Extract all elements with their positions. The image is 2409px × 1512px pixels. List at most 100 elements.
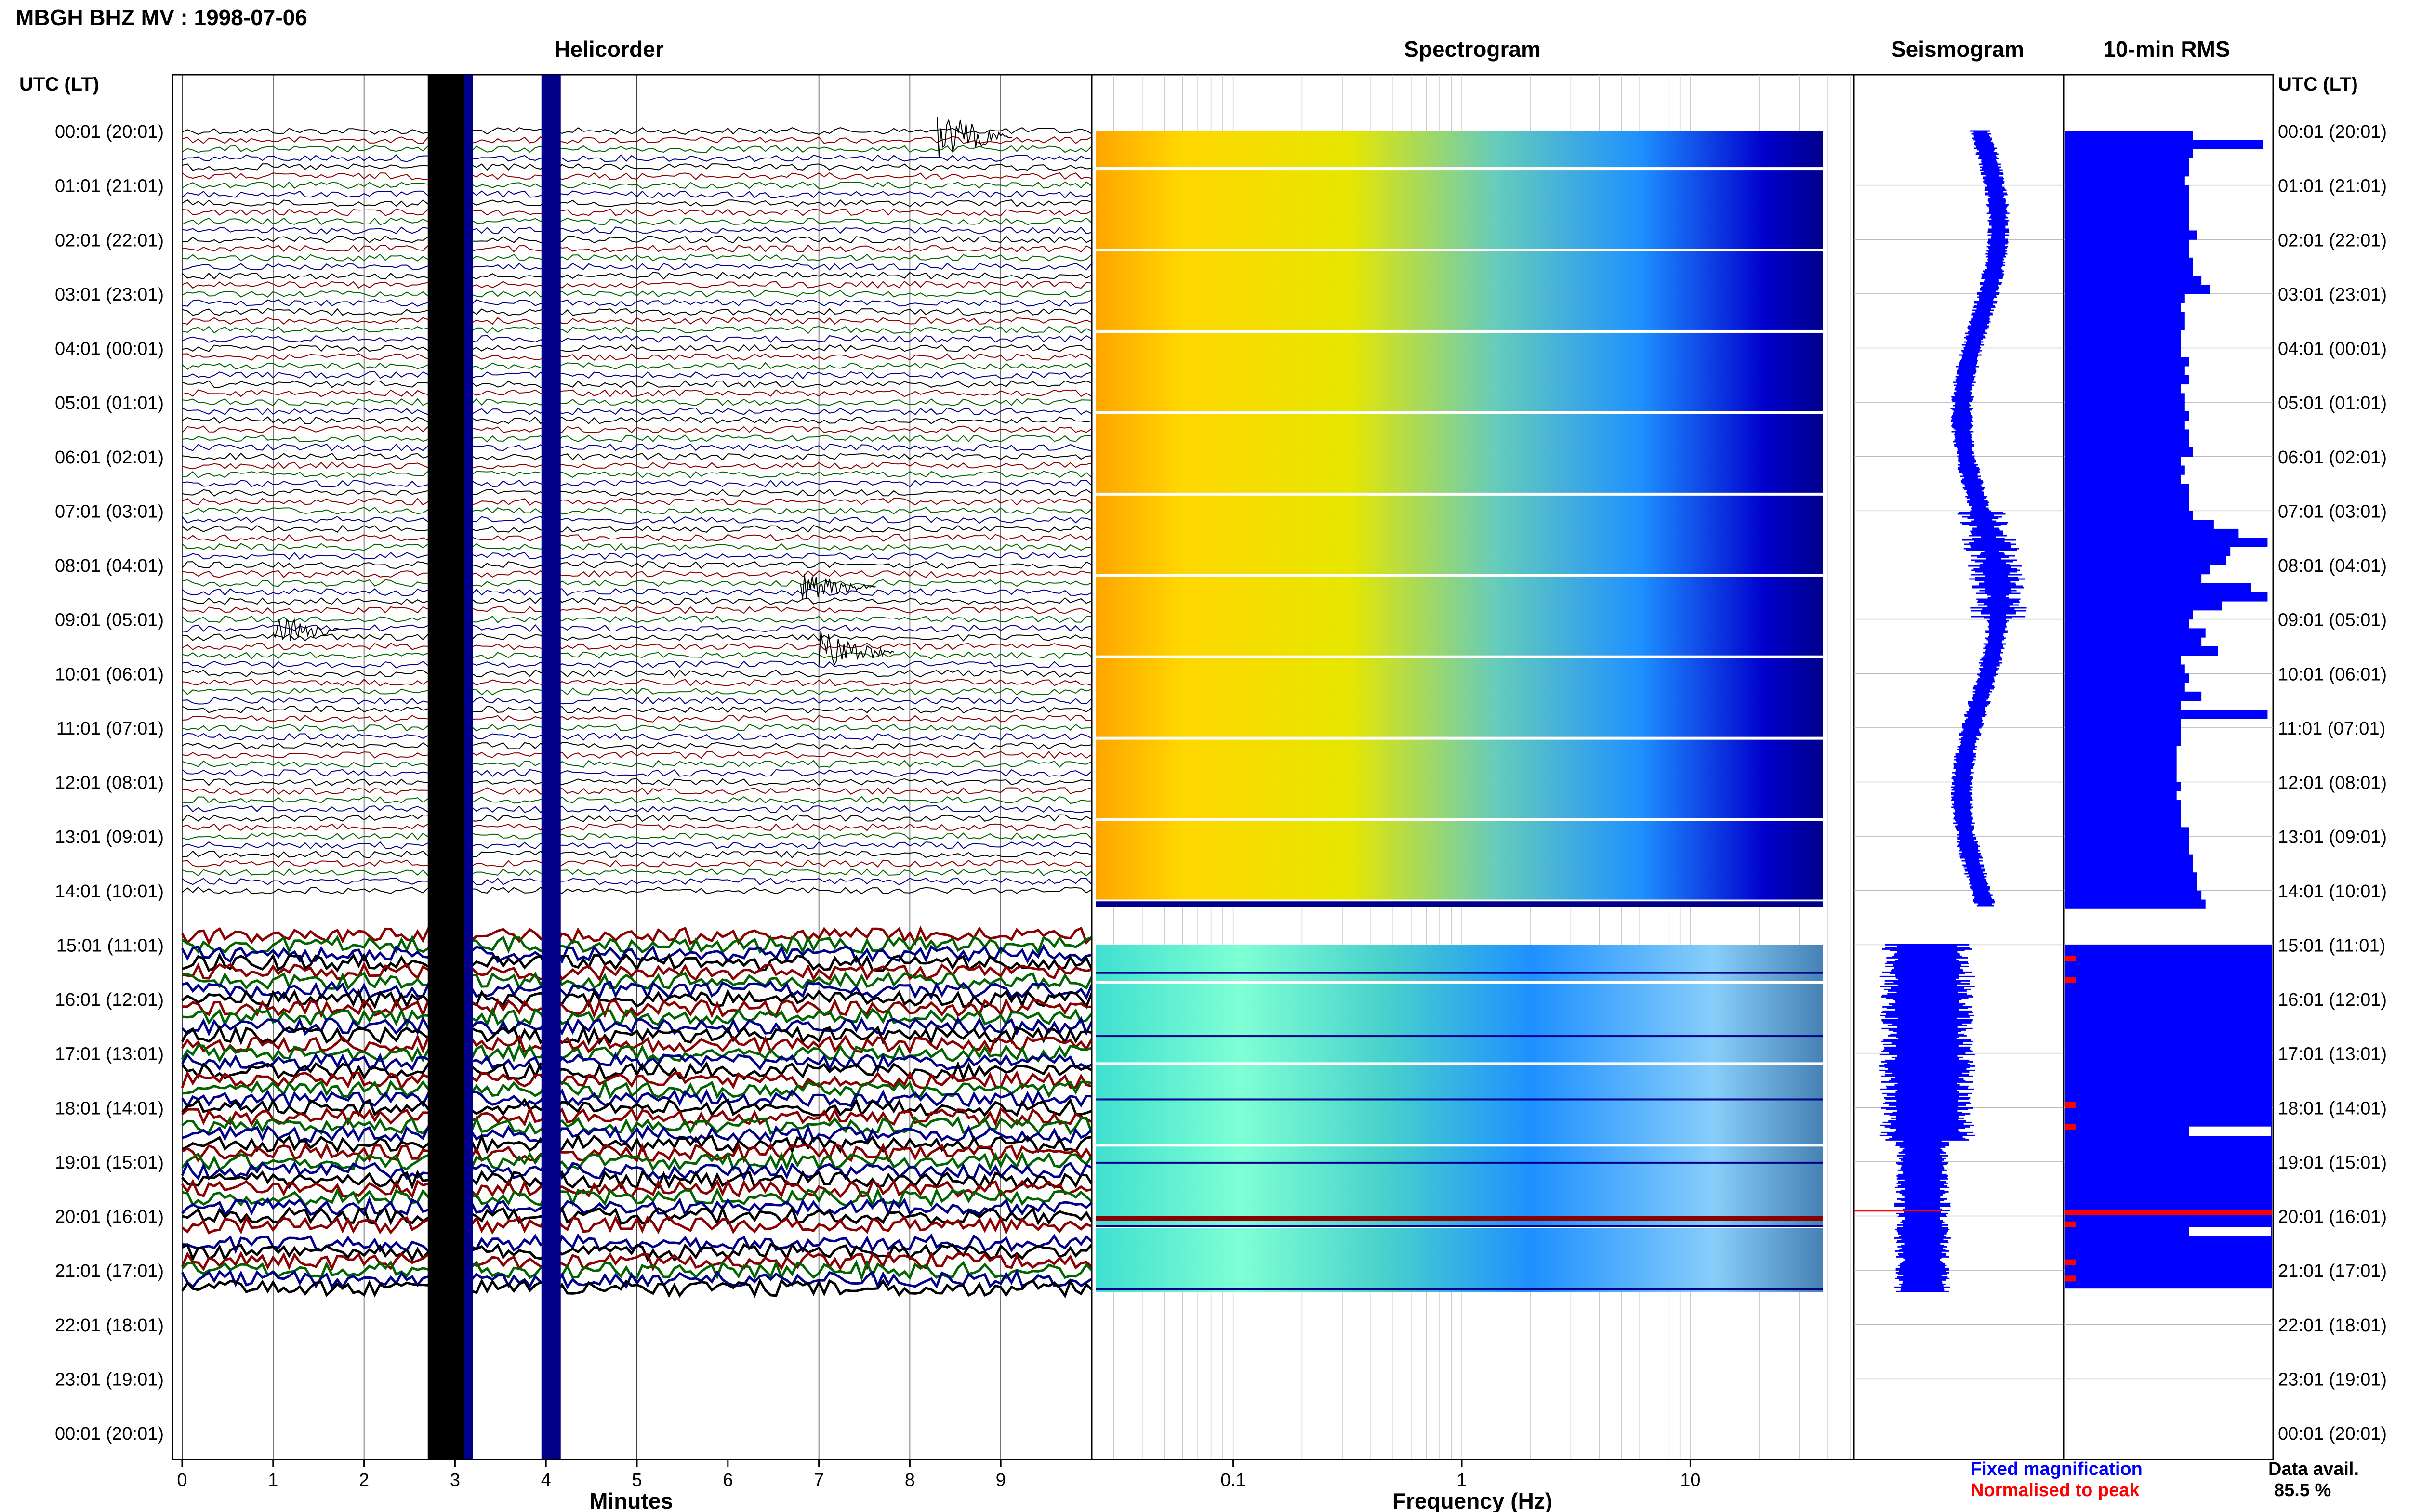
helicorder-trace <box>182 678 1092 687</box>
data-avail-label: Data avail. <box>2268 1459 2359 1479</box>
helicorder-trace <box>181 1170 1093 1190</box>
helicorder-trace <box>181 1242 1093 1263</box>
rms-bar <box>2065 981 2272 990</box>
helicorder-event <box>272 618 348 641</box>
rms-bar <box>2065 1261 2272 1271</box>
rms-bar <box>2065 203 2189 213</box>
helicorder-trace <box>182 452 1092 460</box>
helicorder-trace <box>182 998 1092 1019</box>
time-label-right: 00:01 (20:01) <box>2278 122 2387 142</box>
helicorder-title: Helicorder <box>554 37 664 62</box>
rms-bar <box>2065 293 2185 303</box>
helicorder-trace <box>182 371 1092 380</box>
rms-bar <box>2065 438 2189 448</box>
rms-bar <box>2065 664 2185 674</box>
helicorder-trace <box>182 787 1092 795</box>
helicorder-trace <box>182 226 1092 235</box>
rms-bar <box>2065 366 2185 376</box>
time-label-right: 11:01 (07:01) <box>2278 719 2385 739</box>
helicorder-trace <box>181 934 1092 955</box>
helicorder-trace <box>182 750 1092 759</box>
helicorder-trace <box>181 1278 1093 1299</box>
helicorder-tick-label: 8 <box>905 1470 915 1490</box>
helicorder-tick-label: 0 <box>177 1470 187 1490</box>
helicorder-trace <box>182 488 1092 497</box>
helicorder-trace <box>182 952 1093 973</box>
rms-bar <box>2065 402 2185 412</box>
helicorder-trace <box>182 805 1092 814</box>
helicorder-trace <box>182 705 1092 714</box>
rms-bar <box>2065 167 2189 177</box>
figure-title: MBGH BHZ MV : 1998-07-06 <box>15 5 307 30</box>
helicorder-event <box>818 631 895 666</box>
spectrogram-gap <box>1096 736 1823 740</box>
helicorder-event <box>800 574 876 600</box>
rms-bar <box>2065 719 2181 728</box>
spectrogram-row <box>1096 1161 1823 1164</box>
time-label-right: 05:01 (01:01) <box>2278 393 2387 413</box>
spectrogram-gap <box>1096 329 1823 333</box>
helicorder-tick-label: 7 <box>814 1470 824 1490</box>
rms-bar <box>2065 1252 2272 1262</box>
time-label-left: 16:01 (12:01) <box>55 990 164 1010</box>
rms-bar <box>2065 646 2218 656</box>
helicorder-saturated-band <box>427 75 464 1459</box>
helicorder-trace <box>181 1025 1092 1046</box>
rms-bar <box>2065 212 2189 222</box>
rms-bar <box>2065 863 2193 873</box>
spectrogram-row <box>1096 972 1823 974</box>
rms-bar <box>2065 1026 2272 1036</box>
legend-fixed: Fixed magnification <box>1971 1459 2143 1479</box>
rms-bar <box>2065 384 2181 394</box>
helicorder-trace <box>182 886 1092 894</box>
rms-bar <box>2065 1035 2272 1045</box>
helicorder-trace <box>182 961 1092 982</box>
seismogram-trace <box>1950 130 2027 907</box>
spectrogram-xlabel: Frequency (Hz) <box>1392 1488 1552 1512</box>
rms-bar <box>2065 782 2181 791</box>
helicorder-trace <box>182 498 1092 506</box>
helicorder-trace <box>182 606 1092 614</box>
spectrogram-row <box>1096 1098 1823 1101</box>
time-label-right: 19:01 (15:01) <box>2278 1153 2387 1173</box>
rms-bar <box>2065 302 2181 312</box>
helicorder-trace <box>182 823 1092 831</box>
time-labels-left: 00:01 (20:01) 01:01 (21:01) 02:01 (22:01) 0… <box>55 122 164 1444</box>
rms-bar <box>2065 574 2202 584</box>
helicorder-tick-label: 2 <box>359 1470 369 1490</box>
helicorder-panel: 0 1 2 3 4 5 6 7 8 9 <box>172 74 1093 1490</box>
helicorder-trace <box>182 280 1092 289</box>
spectrogram-gap <box>1096 818 1823 821</box>
helicorder-trace <box>181 1097 1092 1118</box>
helicorder-trace <box>182 669 1092 678</box>
rms-bar <box>2065 818 2181 828</box>
rms-bar <box>2065 673 2189 683</box>
spectrogram-tick-label: 0.1 <box>1220 1470 1246 1490</box>
spectrogram-row <box>1096 1216 1823 1221</box>
helicorder-trace <box>181 1034 1093 1055</box>
rms-bar <box>2065 131 2193 141</box>
rms-bar <box>2065 249 2189 258</box>
seismogram-panel <box>1853 74 2065 1460</box>
rms-bar <box>2065 465 2185 475</box>
rms-bar <box>2065 1008 2272 1018</box>
helicorder-trace <box>182 326 1092 334</box>
spectrogram-tick-label: 1 <box>1456 1470 1467 1490</box>
helicorder-trace <box>182 534 1092 542</box>
seismogram-title: Seismogram <box>1891 37 2024 62</box>
helicorder-trace <box>182 299 1092 307</box>
helicorder-trace <box>181 1151 1093 1172</box>
rms-marker <box>2065 1209 2272 1215</box>
rms-bar <box>2065 1153 2272 1162</box>
helicorder-trace <box>182 841 1092 850</box>
rms-bar <box>2065 239 2189 249</box>
rms-bar <box>2065 1270 2272 1280</box>
rms-bar <box>2065 1071 2272 1081</box>
rms-bar <box>2065 1279 2272 1289</box>
helicorder-trace <box>182 272 1092 280</box>
helicorder-trace <box>181 1142 1093 1163</box>
rms-marker <box>2065 1259 2076 1265</box>
spectrogram-row <box>1096 1288 1823 1290</box>
rms-bar <box>2065 1216 2272 1225</box>
rms-bar <box>2065 1161 2272 1171</box>
